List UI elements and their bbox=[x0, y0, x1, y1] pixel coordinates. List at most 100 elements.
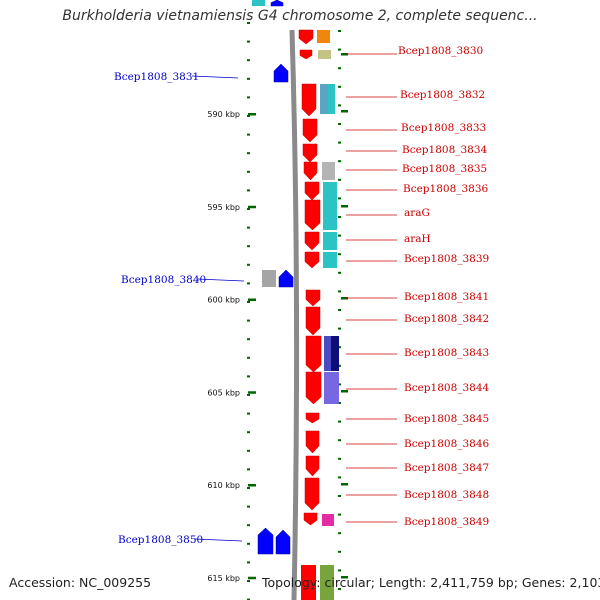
tick-dot-left bbox=[247, 505, 250, 508]
forward-gene-arrow bbox=[305, 412, 320, 424]
accession-label: Accession: NC_009255 bbox=[9, 575, 152, 590]
chromosome-backbone bbox=[289, 29, 300, 600]
tick-dot-right bbox=[338, 309, 341, 311]
tick-dot-left bbox=[247, 394, 250, 396]
leader-reverse bbox=[196, 278, 245, 282]
tick-dot-left bbox=[247, 487, 250, 489]
map-title: Burkholderia vietnamiensis G4 chromosome… bbox=[62, 8, 538, 24]
tick-dot-right bbox=[338, 495, 341, 497]
tick-dot-right bbox=[338, 160, 341, 163]
tick-dot-left bbox=[247, 208, 250, 210]
reverse-gene-arrow bbox=[275, 529, 291, 555]
tick-dot-left bbox=[247, 226, 250, 229]
tick-marks-left bbox=[247, 22, 250, 600]
reverse-gene-arrow bbox=[273, 63, 289, 83]
gene-label-forward: Bcep1808_3845 bbox=[404, 413, 489, 425]
gene-label-forward: Bcep1808_3835 bbox=[402, 163, 487, 175]
tick-dot-right bbox=[338, 197, 341, 200]
major-tick bbox=[248, 484, 256, 487]
tick-dot-left bbox=[247, 356, 250, 359]
tick-dot-left bbox=[247, 40, 250, 43]
gene-label-forward: araH bbox=[404, 233, 431, 245]
tick-marks-right bbox=[338, 30, 348, 590]
gene-label-forward: Bcep1808_3848 bbox=[404, 489, 489, 501]
gene-label-forward: Bcep1808_3832 bbox=[400, 89, 485, 101]
domain-block bbox=[324, 372, 339, 404]
tick-dot-right bbox=[338, 402, 341, 404]
tick-dot-right bbox=[338, 513, 341, 516]
gene-label-reverse: Bcep1808_3840 bbox=[121, 274, 206, 286]
forward-gene-arrow bbox=[305, 430, 320, 454]
gene-label-forward: Bcep1808_3841 bbox=[404, 291, 489, 303]
gene-label-forward: Bcep1808_3847 bbox=[404, 462, 489, 474]
domain-block bbox=[262, 270, 276, 287]
reverse-gene-arrow bbox=[270, 0, 284, 7]
scale-label: 590 kbp bbox=[207, 110, 240, 119]
major-tick bbox=[248, 576, 256, 580]
gene-label-forward: Bcep1808_3849 bbox=[404, 516, 489, 528]
tick-dot-right bbox=[338, 123, 341, 125]
gene-label-forward: Bcep1808_3830 bbox=[398, 45, 483, 57]
tick-dot-left bbox=[247, 338, 250, 341]
tick-dot-right bbox=[338, 439, 341, 442]
gene-label-forward: Bcep1808_3839 bbox=[404, 253, 489, 265]
major-tick bbox=[248, 113, 256, 116]
leader-reverse bbox=[194, 538, 243, 542]
tick-dot-right bbox=[338, 30, 341, 32]
tick-dot-right bbox=[338, 253, 341, 256]
forward-gene-arrow bbox=[298, 29, 314, 45]
forward-gene-arrow bbox=[305, 371, 322, 405]
forward-gene-arrow bbox=[304, 199, 321, 231]
tick-dot-right bbox=[338, 457, 341, 460]
tick-dot-left bbox=[247, 412, 250, 415]
major-tick-right bbox=[341, 576, 348, 579]
domain-block bbox=[323, 252, 337, 268]
major-tick-right bbox=[341, 297, 348, 300]
forward-gene-arrow bbox=[304, 231, 320, 251]
domain-block bbox=[323, 232, 337, 250]
forward-gene-arrow bbox=[303, 161, 318, 181]
domain-block bbox=[323, 182, 337, 200]
gene-label-forward: Bcep1808_3836 bbox=[403, 183, 489, 195]
gene-label-forward: Bcep1808_3846 bbox=[404, 438, 490, 450]
tick-dot-right bbox=[338, 327, 341, 330]
tick-dot-left bbox=[247, 59, 250, 62]
forward-gene-arrow bbox=[299, 49, 313, 60]
major-tick bbox=[248, 205, 256, 209]
scale-label: 610 kbp bbox=[207, 481, 240, 490]
gene-labels: Bcep1808_3830 Bcep1808_3832 Bcep1808_3833 B… bbox=[114, 45, 490, 546]
gene-label-forward: Bcep1808_3834 bbox=[402, 144, 488, 156]
tick-dot-right bbox=[338, 588, 341, 590]
tick-dot-left bbox=[247, 152, 250, 155]
tick-dot-right bbox=[338, 569, 341, 572]
tick-dot-right bbox=[338, 234, 341, 237]
forward-gene-arrow bbox=[305, 306, 321, 336]
gene-label-reverse: Bcep1808_3850 bbox=[118, 534, 203, 546]
leader-reverse bbox=[191, 75, 239, 79]
gene-label-forward: Bcep1808_3844 bbox=[404, 382, 490, 394]
major-tick-right bbox=[341, 53, 348, 56]
tick-dot-left bbox=[247, 245, 250, 248]
tick-dot-right bbox=[338, 178, 341, 181]
tick-dot-right bbox=[338, 141, 341, 144]
major-tick bbox=[248, 298, 256, 301]
tick-dot-left bbox=[247, 115, 250, 117]
domain-block bbox=[323, 200, 337, 230]
major-tick-right bbox=[341, 390, 348, 393]
tick-dot-right bbox=[338, 364, 341, 367]
tick-dot-right bbox=[338, 48, 341, 51]
tick-dot-right bbox=[338, 85, 341, 88]
gene-arrows bbox=[257, 0, 322, 600]
gene-label-forward: Bcep1808_3843 bbox=[404, 347, 489, 359]
tick-dot-right bbox=[338, 532, 341, 535]
tick-dot-left bbox=[247, 468, 250, 471]
gene-label-reverse: Bcep1808_3831 bbox=[114, 71, 199, 83]
tick-dot-left bbox=[247, 375, 250, 378]
forward-gene-arrow bbox=[302, 143, 318, 163]
forward-gene-arrow bbox=[303, 512, 318, 526]
forward-gene-arrow bbox=[305, 289, 321, 307]
tick-dot-right bbox=[338, 271, 341, 274]
tick-dot-left bbox=[247, 524, 250, 527]
tick-dot-left bbox=[247, 542, 250, 545]
forward-gene-arrow bbox=[302, 118, 318, 143]
